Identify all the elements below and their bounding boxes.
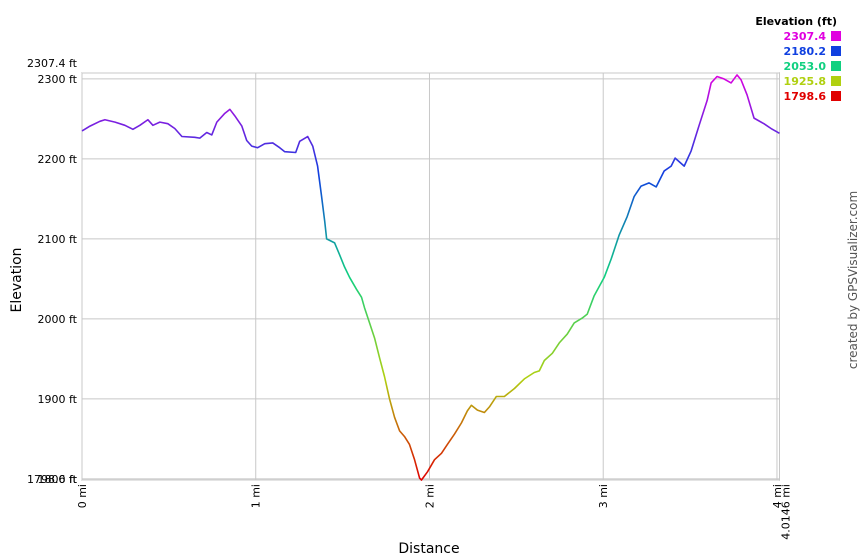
legend-swatch bbox=[831, 31, 841, 41]
y-tick-label: 1800 ft bbox=[38, 473, 78, 486]
legend-swatch bbox=[831, 76, 841, 86]
y-tick-label: 2100 ft bbox=[38, 233, 78, 246]
legend-label: 2180.2 bbox=[784, 45, 826, 58]
x-tick-label: 1 mi bbox=[250, 484, 263, 508]
x-tick-label: 3 mi bbox=[597, 484, 610, 508]
legend-label: 1798.6 bbox=[784, 90, 827, 103]
x-tick-label: 4 mi bbox=[771, 484, 784, 508]
y-tick-label: 2307.4 ft bbox=[27, 57, 78, 70]
legend-label: 1925.8 bbox=[784, 75, 826, 88]
y-axis-label: Elevation bbox=[9, 247, 25, 312]
y-tick-label: 2200 ft bbox=[38, 153, 78, 166]
plot-area bbox=[81, 72, 780, 481]
x-tick-label: 0 mi bbox=[76, 484, 89, 508]
elevation-line bbox=[81, 74, 780, 481]
x-tick-label: 4.0146 mi bbox=[780, 484, 793, 540]
y-tick-label: 1798.6 ft bbox=[27, 473, 78, 486]
y-tick-label: 1900 ft bbox=[38, 393, 78, 406]
legend-label: 2053.0 bbox=[784, 60, 827, 73]
x-tick-label: 2 mi bbox=[423, 484, 436, 508]
legend-title: Elevation (ft) bbox=[755, 15, 837, 28]
legend-swatch bbox=[831, 61, 841, 71]
y-tick-label: 2000 ft bbox=[38, 313, 78, 326]
legend-swatch bbox=[831, 91, 841, 101]
credit: created by GPSVisualizer.com bbox=[846, 191, 860, 369]
legend-label: 2307.4 bbox=[784, 30, 827, 43]
x-axis-label: Distance bbox=[398, 541, 459, 557]
y-tick-label: 2300 ft bbox=[38, 73, 78, 86]
legend-swatch bbox=[831, 46, 841, 56]
